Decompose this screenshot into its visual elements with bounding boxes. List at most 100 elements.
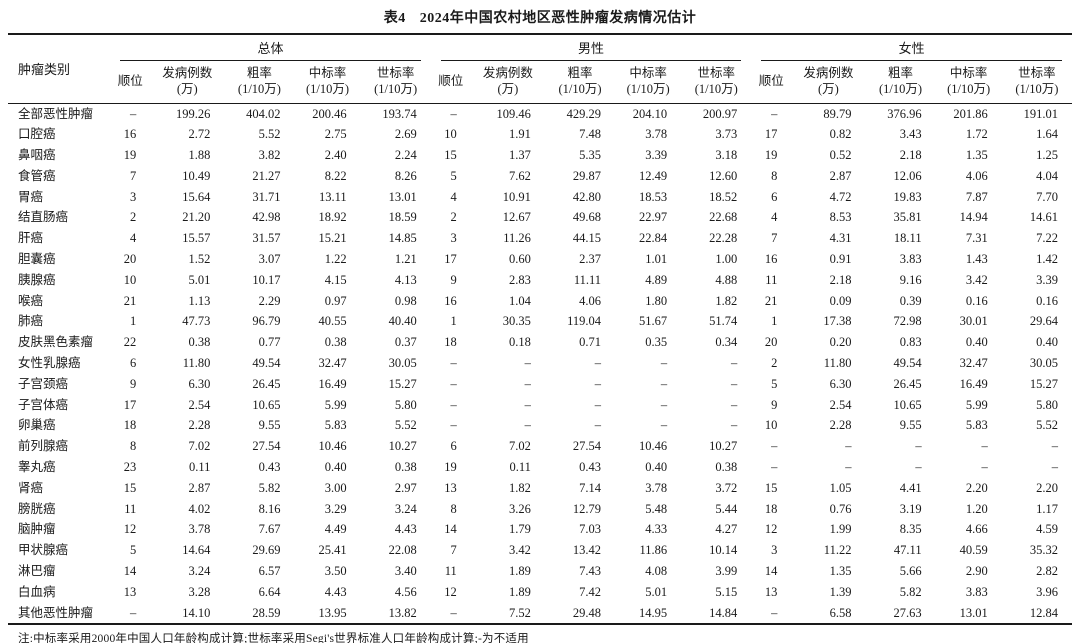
cell-male-china-std-rate: 3.39 bbox=[645, 148, 668, 163]
cell-overall-cases: 15.64 bbox=[182, 189, 211, 204]
table-row: 膀胱癌 11 4.02 8.16 3.29 3.24 8 3.26 12.79 5.48 5.44 1… bbox=[8, 499, 1072, 520]
cell-overall-crude-rate: 10.65 bbox=[252, 397, 281, 412]
tumor-name: 子宫颈癌 bbox=[18, 376, 69, 391]
cell-male-world-std-rate: 10.27 bbox=[709, 439, 738, 454]
cell-overall-world-std-rate: 0.38 bbox=[394, 460, 417, 475]
cell-female-world-std-rate: 5.80 bbox=[1036, 397, 1058, 412]
cell-male-china-std-rate: 0.35 bbox=[645, 335, 668, 350]
cell-male-world-std-rate: 22.68 bbox=[709, 210, 738, 225]
cell-female-cases: 2.87 bbox=[829, 168, 852, 183]
cell-female-rank: 19 bbox=[764, 148, 778, 163]
cell-overall-crude-rate: 6.64 bbox=[258, 584, 281, 599]
cell-male-rank: – bbox=[450, 605, 457, 620]
cell-male-world-std-rate: 12.60 bbox=[709, 168, 738, 183]
cell-female-cases: – bbox=[845, 439, 852, 454]
cell-female-world-std-rate: 4.04 bbox=[1036, 168, 1058, 183]
col-header-female-china-std-rate: 中标率 (1/10万) bbox=[935, 61, 1002, 104]
cell-overall-cases: 3.24 bbox=[188, 564, 211, 579]
cell-male-china-std-rate: – bbox=[660, 397, 668, 412]
cell-male-china-std-rate: – bbox=[660, 376, 668, 391]
cell-male-cases: 0.60 bbox=[509, 252, 531, 267]
cell-male-crude-rate: 5.35 bbox=[579, 148, 602, 163]
cell-female-china-std-rate: 7.87 bbox=[965, 189, 988, 204]
cell-female-china-std-rate: 14.94 bbox=[959, 210, 988, 225]
cell-overall-crude-rate: 49.54 bbox=[252, 356, 281, 371]
cell-overall-world-std-rate: 0.37 bbox=[394, 335, 417, 350]
cell-overall-world-std-rate: 4.13 bbox=[394, 272, 417, 287]
table-row: 女性乳腺癌 6 11.80 49.54 32.47 30.05 – – – – – 2 11.80 49.… bbox=[8, 353, 1072, 374]
tumor-name: 全部恶性肿瘤 bbox=[18, 106, 94, 121]
cell-overall-crude-rate: 21.27 bbox=[252, 168, 281, 183]
tumor-name: 肝癌 bbox=[18, 231, 44, 246]
cell-female-china-std-rate: 2.20 bbox=[965, 480, 988, 495]
cell-male-rank: 11 bbox=[444, 564, 457, 579]
tumor-name: 口腔癌 bbox=[18, 127, 56, 142]
cell-female-crude-rate: 12.06 bbox=[893, 168, 922, 183]
cell-overall-cases: 15.57 bbox=[182, 231, 211, 246]
cell-overall-cases: 1.88 bbox=[188, 148, 211, 163]
cell-male-world-std-rate: 4.27 bbox=[715, 522, 738, 537]
cell-overall-world-std-rate: 1.21 bbox=[394, 252, 417, 267]
cell-overall-china-std-rate: 8.22 bbox=[324, 168, 347, 183]
col-header-female-world-std-rate: 世标率 (1/10万) bbox=[1001, 61, 1072, 104]
cell-male-china-std-rate: 51.67 bbox=[639, 314, 668, 329]
cell-overall-crude-rate: 31.71 bbox=[252, 189, 281, 204]
cell-female-world-std-rate: 7.22 bbox=[1036, 231, 1058, 246]
cell-overall-cases: 2.72 bbox=[188, 127, 211, 142]
cell-female-world-std-rate: 2.82 bbox=[1036, 564, 1058, 579]
cell-female-rank: 9 bbox=[771, 397, 778, 412]
group-label-female: 女性 bbox=[761, 38, 1062, 61]
cell-overall-crude-rate: 3.82 bbox=[258, 148, 281, 163]
cell-overall-world-std-rate: 2.97 bbox=[394, 480, 417, 495]
cell-female-rank: 18 bbox=[764, 501, 778, 516]
cell-male-china-std-rate: 14.95 bbox=[639, 605, 668, 620]
cell-female-world-std-rate: 4.59 bbox=[1036, 522, 1058, 537]
cell-male-rank: 12 bbox=[444, 584, 457, 599]
cell-female-rank: – bbox=[771, 439, 778, 454]
cell-overall-rank: 20 bbox=[123, 252, 137, 267]
tumor-name: 结直肠癌 bbox=[18, 210, 69, 225]
cell-overall-cases: 14.64 bbox=[182, 543, 211, 558]
cell-overall-china-std-rate: 3.29 bbox=[324, 501, 347, 516]
cell-overall-china-std-rate: 13.95 bbox=[318, 605, 347, 620]
cell-overall-cases: 14.10 bbox=[182, 605, 211, 620]
cell-female-world-std-rate: 3.39 bbox=[1036, 272, 1058, 287]
cell-overall-cases: 2.28 bbox=[188, 418, 211, 433]
col-header-overall-rank: 顺位 bbox=[110, 61, 151, 104]
cell-male-cases: 11.26 bbox=[503, 231, 531, 246]
cell-male-world-std-rate: 1.82 bbox=[715, 293, 738, 308]
table-row: 喉癌 21 1.13 2.29 0.97 0.98 16 1.04 4.06 1.80 1.82 21… bbox=[8, 291, 1072, 312]
col-header-male-rank: 顺位 bbox=[430, 61, 471, 104]
cell-female-crude-rate: 72.98 bbox=[893, 314, 922, 329]
cell-male-crude-rate: 4.06 bbox=[579, 293, 602, 308]
cell-male-crude-rate: 49.68 bbox=[572, 210, 602, 225]
cell-female-rank: 21 bbox=[764, 293, 778, 308]
col-header-overall-china-std-rate: 中标率 (1/10万) bbox=[294, 61, 361, 104]
cell-female-china-std-rate: 1.35 bbox=[965, 148, 988, 163]
table-row: 睾丸癌 23 0.11 0.43 0.40 0.38 19 0.11 0.43 0.40 0.38 –… bbox=[8, 457, 1072, 478]
cell-overall-rank: 19 bbox=[123, 148, 137, 163]
cell-female-world-std-rate: 5.52 bbox=[1036, 418, 1058, 433]
cell-male-cases: 7.62 bbox=[509, 168, 531, 183]
cell-female-rank: 13 bbox=[764, 584, 778, 599]
cell-female-crude-rate: 19.83 bbox=[893, 189, 922, 204]
cell-overall-china-std-rate: 18.92 bbox=[318, 210, 347, 225]
cell-male-china-std-rate: – bbox=[660, 418, 668, 433]
cell-female-china-std-rate: 201.86 bbox=[953, 106, 988, 121]
cell-overall-crude-rate: 10.17 bbox=[252, 272, 281, 287]
cell-male-world-std-rate: – bbox=[731, 397, 738, 412]
table-row: 结直肠癌 2 21.20 42.98 18.92 18.59 2 12.67 49.68 22.9… bbox=[8, 207, 1072, 228]
cell-overall-cases: 6.30 bbox=[188, 376, 211, 391]
cell-male-china-std-rate: 10.46 bbox=[639, 439, 668, 454]
cell-male-cases: – bbox=[524, 356, 531, 371]
cell-female-world-std-rate: 7.70 bbox=[1036, 189, 1058, 204]
cell-overall-crude-rate: 29.69 bbox=[252, 543, 281, 558]
cell-overall-cases: 47.73 bbox=[182, 314, 211, 329]
cell-female-china-std-rate: 7.31 bbox=[965, 231, 988, 246]
cell-male-crude-rate: 7.48 bbox=[579, 127, 602, 142]
cell-female-china-std-rate: 40.59 bbox=[959, 543, 988, 558]
cell-female-crude-rate: 3.43 bbox=[899, 127, 922, 142]
tumor-name: 肺癌 bbox=[18, 314, 44, 329]
cell-female-cases: 6.58 bbox=[829, 605, 852, 620]
cell-male-cases: 10.91 bbox=[502, 189, 531, 204]
